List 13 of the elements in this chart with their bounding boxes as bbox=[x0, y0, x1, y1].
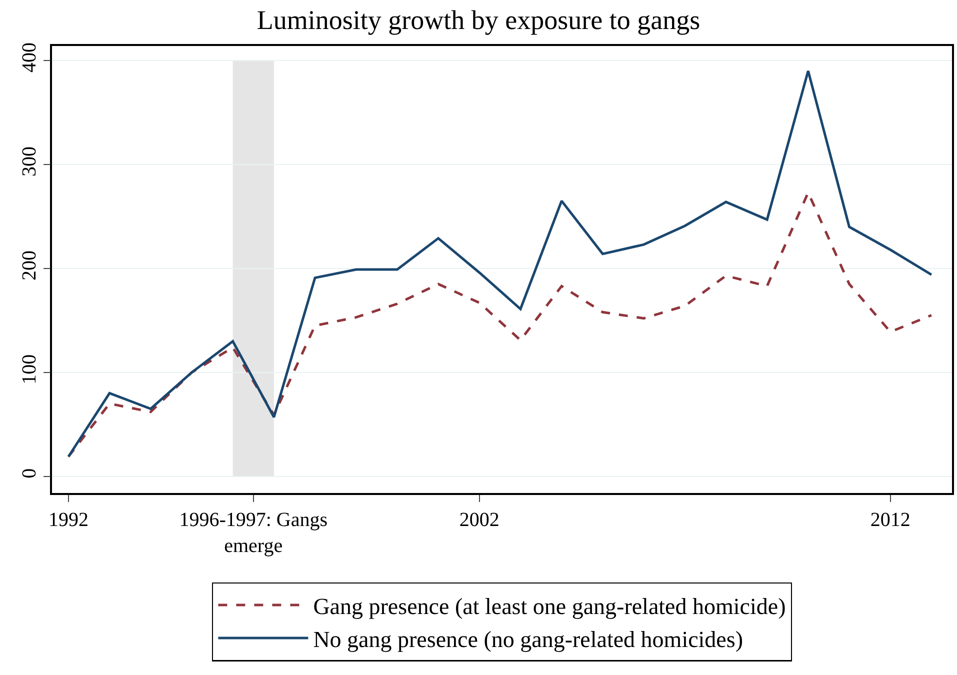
chart-title: Luminosity growth by exposure to gangs bbox=[256, 5, 700, 36]
line-series bbox=[67, 70, 933, 458]
y-tick-label: 300 bbox=[18, 146, 40, 177]
x-tick-label: 2012 bbox=[870, 508, 910, 531]
x-tick-label: 1992 bbox=[48, 508, 88, 531]
y-tick-label: 100 bbox=[18, 354, 40, 384]
legend-label: No gang presence (no gang-related homicides) bbox=[313, 626, 744, 652]
x-tick-label: 1996-1997: Gangs emerge bbox=[179, 508, 328, 557]
y-tick-label: 400 bbox=[18, 42, 40, 73]
x-tick-label: 2002 bbox=[459, 508, 500, 531]
y-tick-label: 200 bbox=[18, 250, 40, 280]
y-tick-label: 0 bbox=[18, 468, 40, 478]
legend-label: Gang presence (at least one gang-related homicide) bbox=[313, 594, 786, 620]
